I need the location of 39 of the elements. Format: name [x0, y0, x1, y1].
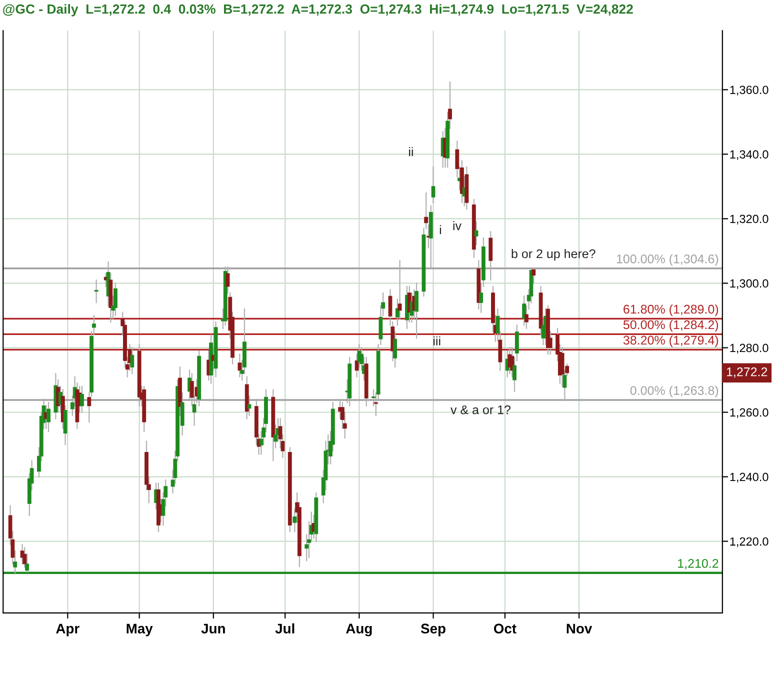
candlestick — [488, 231, 493, 281]
x-tick-label: Aug — [346, 624, 372, 636]
ref-line-label: 0.00% (1,263.8) — [630, 386, 718, 398]
x-tick-label: Jun — [201, 624, 225, 634]
text: 1,272.2 — [726, 367, 768, 378]
x-tick-label: Oct — [494, 624, 516, 634]
y-tick-label: 1,260.0 — [730, 408, 768, 418]
x-tick-label: Apr — [56, 624, 80, 636]
candlestick — [113, 282, 118, 316]
annotation: i — [440, 225, 442, 234]
y-tick-label: 1,220.0 — [730, 537, 768, 548]
y-tick-label: 1,240.0 — [730, 472, 768, 483]
chart-title: @GC - Daily L=1,272.2 0.4 0.03% B=1,272.2 A=1,272.3 O=1,274.3 Hi=1,274.9 Lo=1,271.5 V=24,822 — [3, 4, 633, 16]
x-tick-label: Jul — [275, 623, 294, 634]
x-tick-label: Nov — [566, 624, 592, 634]
candlestick — [238, 354, 242, 378]
candlestick — [474, 221, 478, 246]
y-tick-label: 1,280.0 — [730, 344, 768, 354]
y-tick-label: 1,340.0 — [730, 150, 768, 160]
candlestick — [94, 279, 98, 304]
ref-line-label: 61.80% (1,289.0) — [624, 304, 718, 316]
y-tick-label: 1,320.0 — [730, 214, 768, 224]
candlestick — [522, 296, 526, 326]
x-tick-label: Sep — [420, 624, 446, 636]
annotation: ii — [409, 147, 413, 156]
y-tick-label: 1,360.0 — [730, 86, 768, 96]
ref-line-label: 38.20% (1,279.4) — [623, 335, 718, 348]
ref-line-label: 50.00% (1,284.2) — [623, 320, 718, 332]
ref-line-label: 100.00% (1,304.6) — [616, 254, 718, 266]
x-tick-label: May — [126, 624, 153, 636]
annotation: v & a or 1? — [450, 405, 511, 414]
annotation: iv — [453, 221, 462, 230]
annotation: b or 2 up here? — [512, 248, 596, 261]
ref-line-label: 1,210.2 — [678, 558, 718, 570]
candlestick — [80, 386, 84, 413]
annotation: iii — [434, 336, 440, 346]
candlestick — [130, 347, 134, 374]
y-tick-label: 1,300.0 — [730, 279, 768, 290]
candlestick — [431, 166, 436, 204]
